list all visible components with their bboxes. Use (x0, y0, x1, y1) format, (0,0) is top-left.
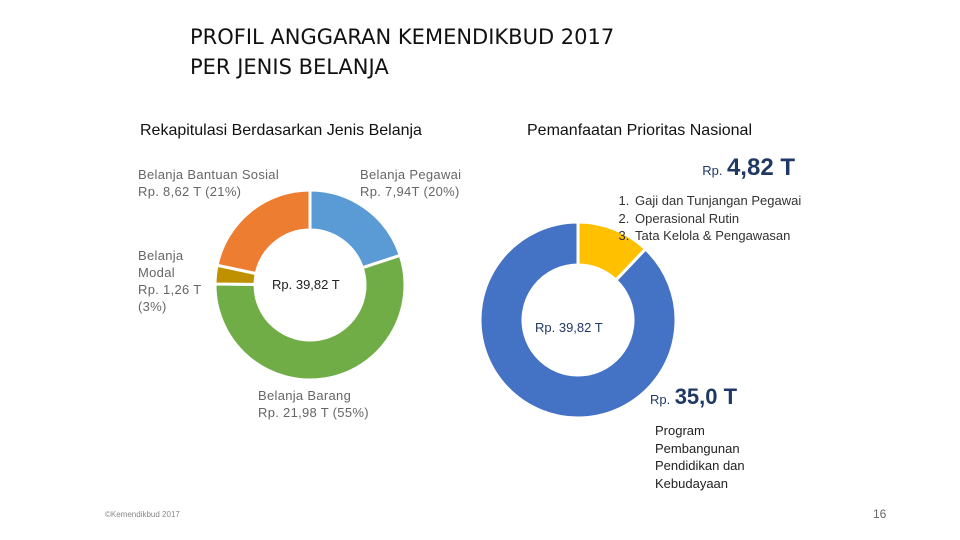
center-label: Rp. 39,82 T (535, 320, 603, 335)
title: PROFIL ANGGARAN KEMENDIKBUD 2017 (190, 25, 615, 49)
page-number: 16 (873, 507, 887, 521)
category: Belanja Bantuan Sosial (138, 167, 280, 182)
value-label: Rp. 21,98 T (55%) (258, 405, 369, 420)
value-label: 35,0 T (674, 384, 738, 409)
footer: ©Kemendikbud 2017 (105, 510, 180, 519)
donut-segment (478, 220, 678, 420)
label: Belanja Modal Rp. 1,26 T (3%) (138, 247, 213, 315)
donut-segment (215, 188, 312, 276)
detail-list: Gaji dan Tunjangan Pegawai Operasional R… (605, 192, 808, 245)
value-label: Rp. 8,62 T (21%) (138, 184, 242, 199)
category: Belanja Pegawai (360, 167, 462, 182)
detail: Gaji dan Tunjangan Pegawai (633, 192, 808, 210)
value-label: Rp. 1,26 T (3%) (138, 282, 202, 314)
value-label: Rp. 7,94T (20%) (360, 184, 460, 199)
donut-segment (308, 188, 403, 270)
value-label: 4,82 T (726, 154, 795, 181)
chart-title: Pemanfaatan Prioritas Nasional (527, 122, 753, 139)
currency: Rp. (650, 392, 671, 407)
chart-title: Rekapitulasi Berdasarkan Jenis Belanja (140, 122, 422, 139)
title: PER JENIS BELANJA (190, 55, 389, 79)
label: Belanja Bantuan Sosial Rp. 8,62 T (21%) (138, 166, 279, 200)
category: Belanja Barang (258, 388, 352, 403)
detail: Tata Kelola & Pengawasan (633, 227, 808, 245)
detail: Program Pembangunan Pendidikan dan Kebud… (655, 423, 745, 491)
category: Belanja Modal (138, 248, 184, 280)
label: Belanja Barang Rp. 21,98 T (55%) (258, 387, 369, 421)
detail: Operasional Rutin (633, 210, 808, 228)
currency: Rp. (702, 163, 723, 178)
donut-segment (213, 253, 407, 382)
center-label: Rp. 39,82 T (272, 277, 340, 292)
value-group: Rp. 35,0 T (650, 384, 737, 410)
value-group: Rp. 4,82 T (702, 154, 795, 182)
label: Belanja Pegawai Rp. 7,94T (20%) (360, 166, 461, 200)
